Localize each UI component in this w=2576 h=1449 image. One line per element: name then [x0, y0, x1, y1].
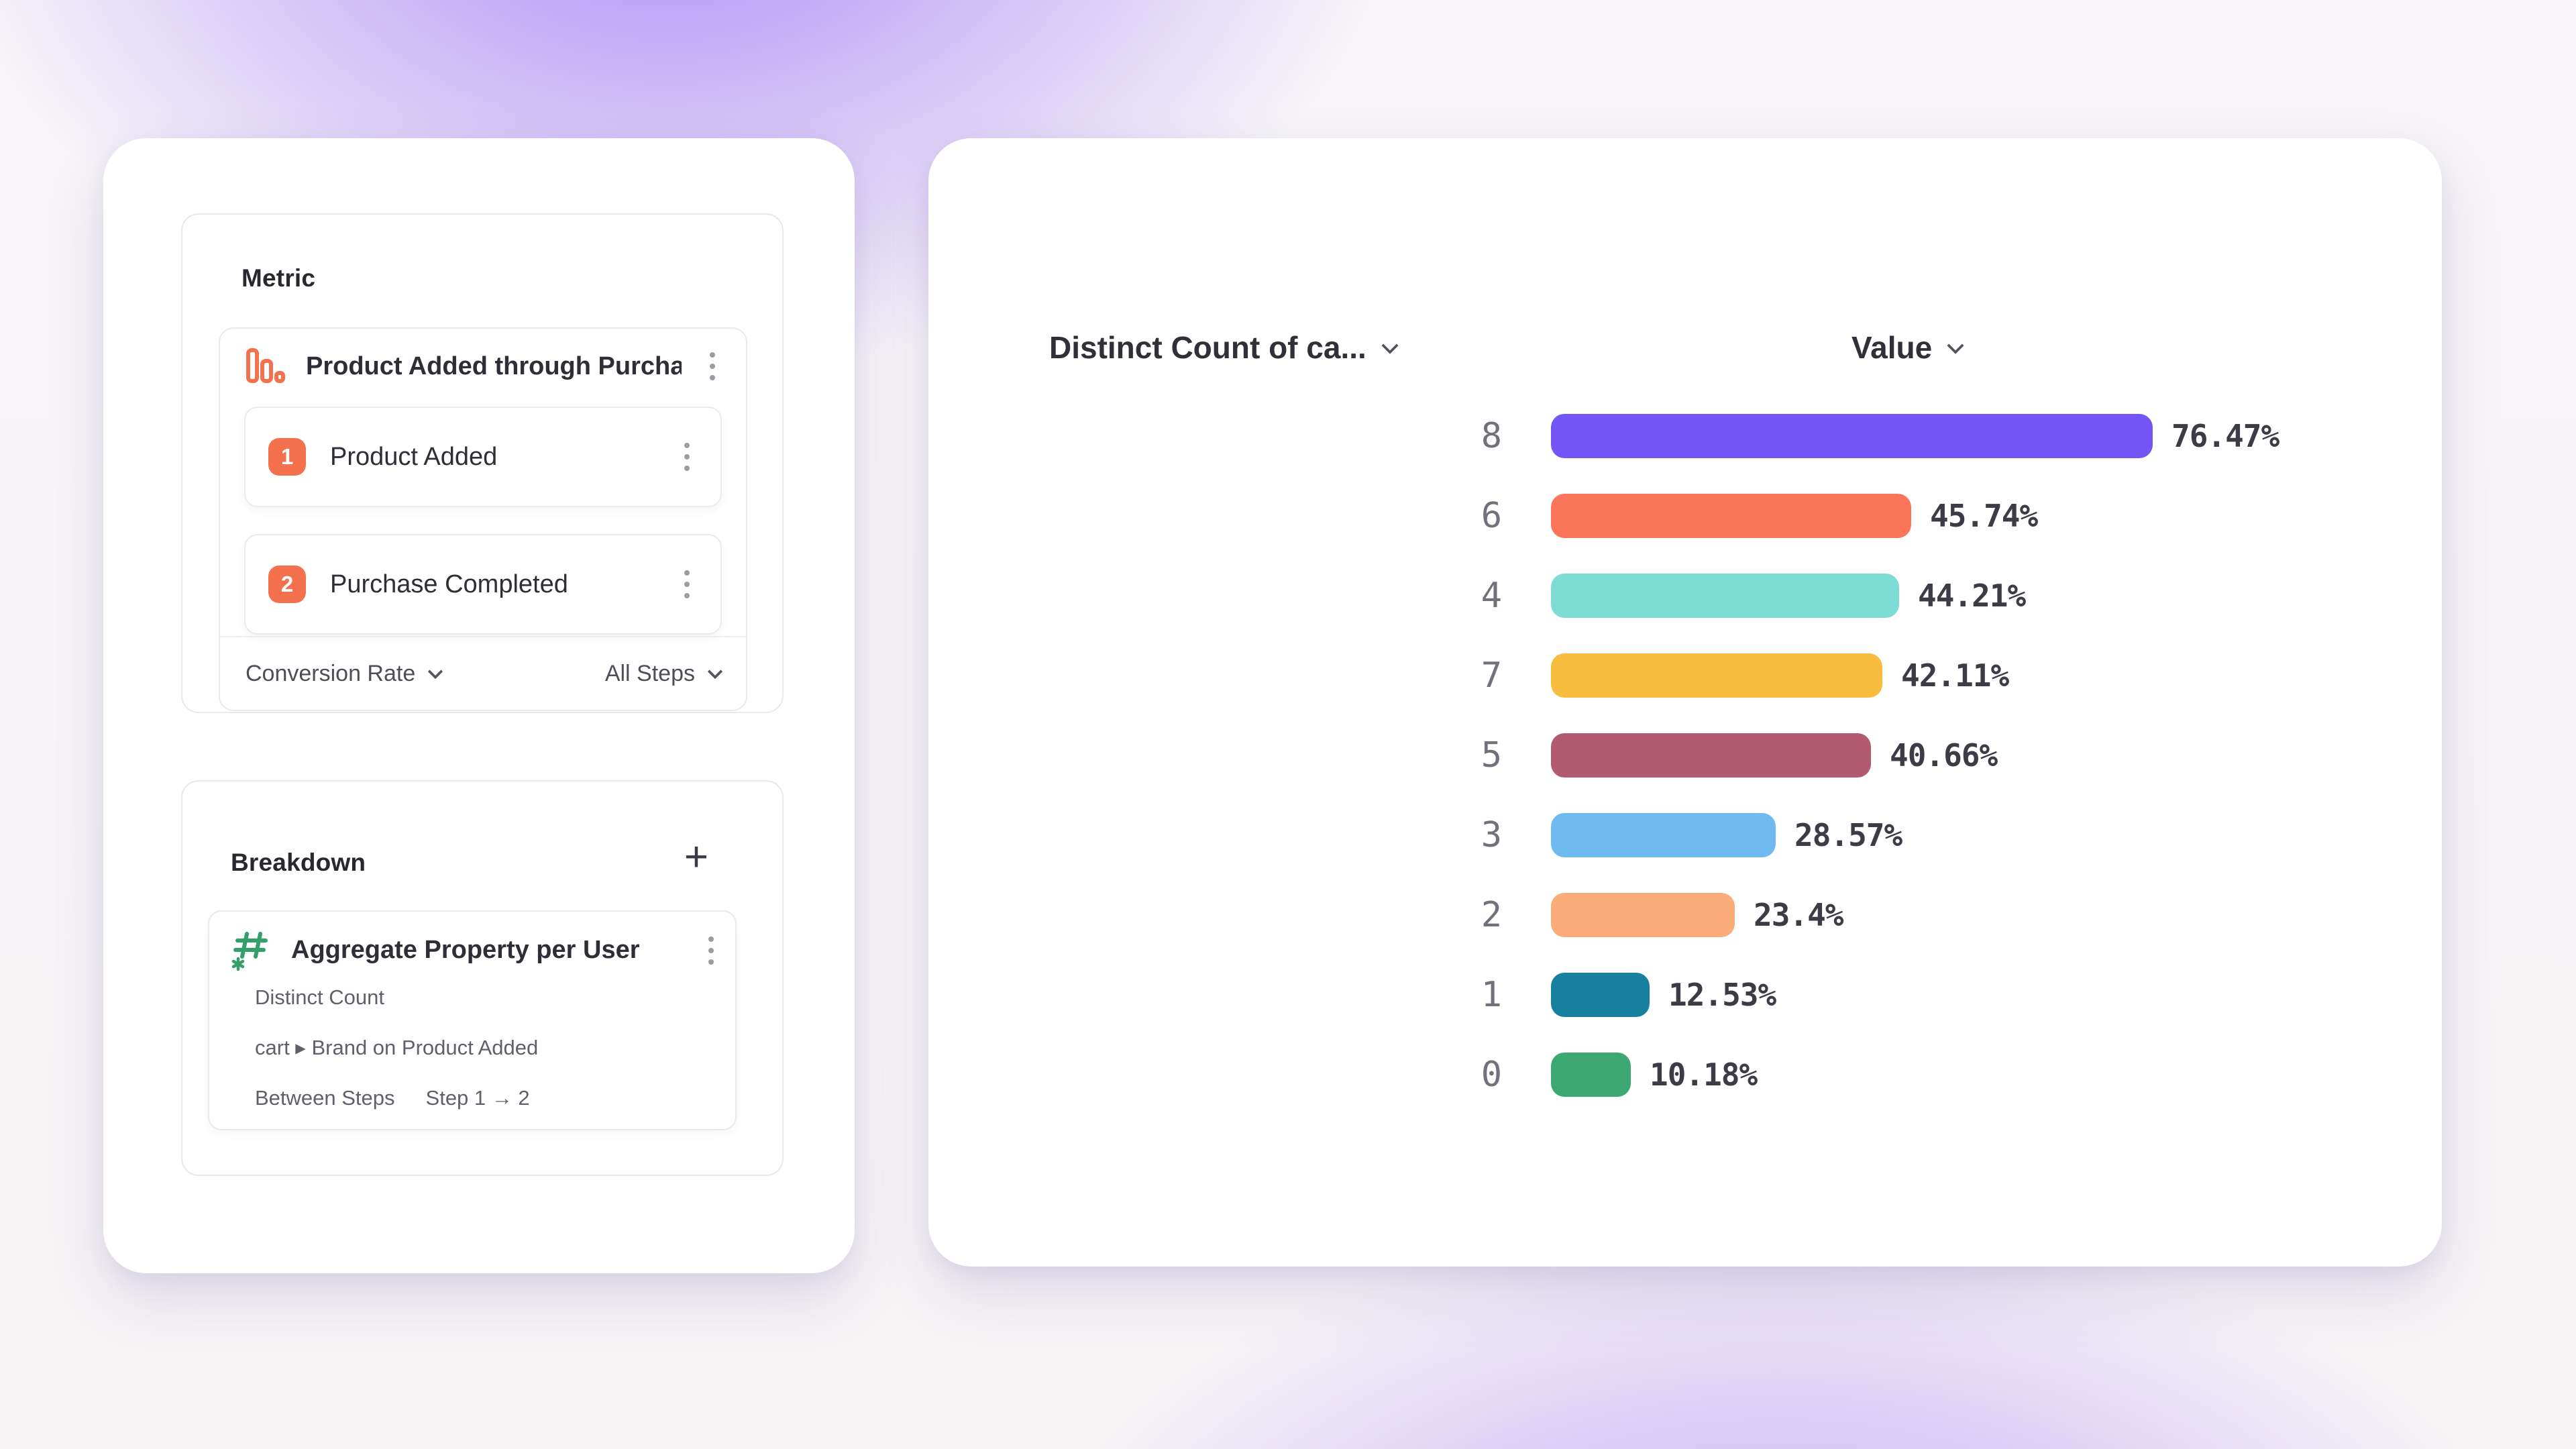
value-label: 12.53% — [1668, 976, 1776, 1013]
kebab-menu-icon[interactable] — [700, 930, 722, 971]
funnel-metric-name: Product Added through Purcha... — [306, 352, 682, 380]
breakdown-item-header[interactable]: Aggregate Property per User — [209, 918, 735, 982]
bar[interactable] — [1551, 413, 2153, 458]
chart-row: 4 44.21% — [928, 555, 2442, 635]
value-label: 28.57% — [1794, 816, 1902, 853]
value-label: 45.74% — [1930, 497, 2038, 534]
bar[interactable] — [1551, 573, 1899, 618]
chart-rows: 8 76.47% 6 45.74% 4 44.21% 7 42.11% 5 40.66% 3 28.5… — [928, 396, 2442, 1114]
chart-row: 7 42.11% — [928, 635, 2442, 715]
chevron-down-icon — [707, 663, 723, 680]
breakdown-detail-row: cart ▸ Brand on Product Added — [255, 1022, 708, 1073]
kebab-menu-icon[interactable] — [702, 345, 723, 387]
bar[interactable] — [1551, 733, 1871, 777]
funnel-footer: Conversion Rate All Steps — [220, 636, 746, 710]
chart-row: 6 45.74% — [928, 476, 2442, 555]
chevron-down-icon — [427, 663, 443, 680]
category-label: 0 — [1481, 1054, 1502, 1095]
funnel-steps: 1 Product Added 2 Purchase Completed — [220, 404, 746, 635]
breakdown-panel-title: Breakdown — [231, 849, 366, 876]
breakdown-detail-row: Distinct Count — [255, 972, 708, 1022]
chart-row: 5 40.66% — [928, 715, 2442, 795]
bar[interactable] — [1551, 653, 1882, 698]
funnel-metric-box[interactable]: Product Added through Purcha... 1 Product… — [219, 327, 747, 711]
chart-row: 8 76.47% — [928, 396, 2442, 476]
bar[interactable] — [1551, 892, 1735, 937]
chart-row: 2 23.4% — [928, 875, 2442, 955]
add-breakdown-button[interactable]: + — [684, 834, 709, 880]
breakdown-detail-value: Step 1 → 2 — [425, 1085, 530, 1110]
step-label: Purchase Completed — [330, 570, 568, 598]
chart-row: 0 10.18% — [928, 1034, 2442, 1114]
kebab-menu-icon[interactable] — [676, 564, 698, 605]
funnel-step[interactable]: 2 Purchase Completed — [244, 534, 722, 635]
kebab-menu-icon[interactable] — [676, 436, 698, 478]
step-label: Product Added — [330, 442, 498, 471]
hash-aggregate-icon — [231, 930, 272, 971]
query-builder-card: Metric Product Added through Purcha... 1… — [103, 138, 855, 1273]
bar[interactable] — [1551, 812, 1776, 857]
category-label: 5 — [1481, 735, 1502, 775]
funnel-chart-icon — [243, 345, 286, 388]
bar[interactable] — [1551, 1052, 1631, 1097]
conversion-rate-dropdown[interactable]: Conversion Rate — [246, 661, 443, 687]
value-label: 10.18% — [1650, 1056, 1758, 1093]
all-steps-dropdown[interactable]: All Steps — [605, 661, 723, 687]
chart-row: 3 28.57% — [928, 795, 2442, 875]
funnel-step[interactable]: 1 Product Added — [244, 407, 722, 507]
chart-card: Distinct Count of ca... Value 8 76.47% 6 45… — [928, 138, 2442, 1267]
category-label: 3 — [1481, 814, 1502, 855]
category-label: 4 — [1481, 575, 1502, 616]
bar[interactable] — [1551, 972, 1650, 1017]
breakdown-item-name: Aggregate Property per User — [291, 936, 640, 964]
value-label: 40.66% — [1890, 737, 1998, 773]
breakdown-detail-row: Between Steps Step 1 → 2 — [255, 1073, 708, 1123]
breakdown-detail-label: Between Steps — [255, 1085, 395, 1110]
breakdown-item-box[interactable]: Aggregate Property per User Distinct Cou… — [208, 910, 737, 1130]
bar[interactable] — [1551, 493, 1911, 538]
breakdown-panel: Breakdown + — [181, 780, 784, 1176]
chart-column-header-value[interactable]: Value — [1851, 329, 1964, 366]
chart-column-header-breakdown[interactable]: Distinct Count of ca... — [1049, 329, 1399, 366]
step-number-badge: 1 — [268, 438, 306, 476]
chart-row: 1 12.53% — [928, 955, 2442, 1034]
category-label: 8 — [1481, 415, 1502, 456]
breakdown-detail-label: cart ▸ Brand on Product Added — [255, 1035, 539, 1059]
value-label: 42.11% — [1901, 657, 2009, 694]
category-label: 7 — [1481, 655, 1502, 696]
metric-panel: Metric Product Added through Purcha... 1… — [181, 213, 784, 713]
value-label: 23.4% — [1754, 896, 1843, 933]
chevron-down-icon — [1381, 337, 1399, 354]
metric-panel-title: Metric — [241, 264, 316, 292]
breakdown-detail-rows: Distinct Count cart ▸ Brand on Product Ad… — [255, 972, 708, 1123]
category-label: 1 — [1481, 974, 1502, 1015]
step-number-badge: 2 — [268, 566, 306, 603]
category-label: 6 — [1481, 495, 1502, 536]
chevron-down-icon — [1947, 337, 1964, 354]
value-label: 76.47% — [2171, 417, 2279, 454]
value-label: 44.21% — [1918, 577, 2026, 614]
funnel-metric-header[interactable]: Product Added through Purcha... — [220, 329, 746, 404]
breakdown-detail-label: Distinct Count — [255, 985, 384, 1009]
category-label: 2 — [1481, 894, 1502, 935]
